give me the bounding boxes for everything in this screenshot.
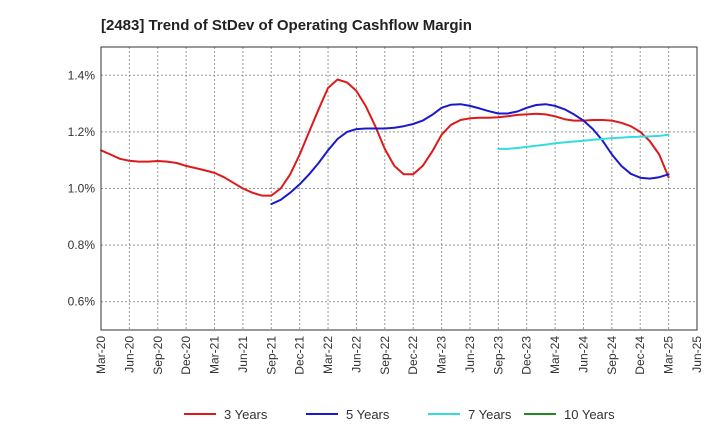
series-line-7-years: [497, 133, 670, 150]
x-tick-label: Jun-25: [690, 336, 704, 373]
y-tick-label: 0.8%: [68, 238, 96, 252]
y-tick-label: 1.0%: [68, 182, 96, 196]
x-tick-label: Jun-21: [236, 336, 250, 373]
x-tick-label: Mar-20: [94, 336, 108, 374]
x-tick-label: Jun-22: [349, 336, 363, 373]
legend-label-10-years: 10 Years: [564, 407, 615, 422]
x-tick-label: Dec-20: [179, 336, 193, 375]
x-tick-label: Dec-23: [520, 336, 534, 375]
series-line-3-years: [100, 78, 670, 197]
x-tick-label: Sep-23: [491, 336, 505, 375]
x-tick-label: Sep-24: [605, 336, 619, 375]
x-tick-label: Sep-20: [151, 336, 165, 375]
x-tick-label: Sep-21: [264, 336, 278, 375]
x-tick-label: Mar-22: [321, 336, 335, 374]
y-tick-label: 1.2%: [68, 125, 96, 139]
x-tick-label: Jun-24: [576, 336, 590, 373]
legend-label-5-years: 5 Years: [346, 407, 390, 422]
y-tick-label: 1.4%: [68, 68, 96, 82]
x-axis: Mar-20 Jun-20 Sep-20 Dec-20 Mar-21 Jun-21 Sep-…: [94, 336, 704, 375]
x-tick-label: Mar-21: [208, 336, 222, 374]
y-tick-label: 0.6%: [68, 295, 96, 309]
grid: [100, 47, 698, 330]
x-tick-label: Mar-25: [662, 336, 676, 374]
chart-title: [2483] Trend of StDev of Operating Cashf…: [101, 17, 472, 34]
x-tick-label: Dec-24: [633, 336, 647, 375]
legend: 3 Years 5 Years 7 Years 10 Years: [184, 407, 615, 422]
plot-frame: [100, 46, 698, 331]
x-tick-label: Dec-21: [293, 336, 307, 375]
x-tick-label: Mar-23: [435, 336, 449, 374]
x-tick-label: Jun-23: [463, 336, 477, 373]
plot-area: [100, 78, 670, 206]
legend-label-7-years: 7 Years: [468, 407, 512, 422]
y-axis: 0.6% 0.8% 1.0% 1.2% 1.4%: [68, 68, 96, 308]
legend-label-3-years: 3 Years: [224, 407, 268, 422]
x-tick-label: Mar-24: [548, 336, 562, 374]
x-tick-label: Dec-22: [406, 336, 420, 375]
x-tick-label: Jun-20: [122, 336, 136, 373]
series-line-5-years: [270, 103, 670, 206]
x-tick-label: Sep-22: [378, 336, 392, 375]
